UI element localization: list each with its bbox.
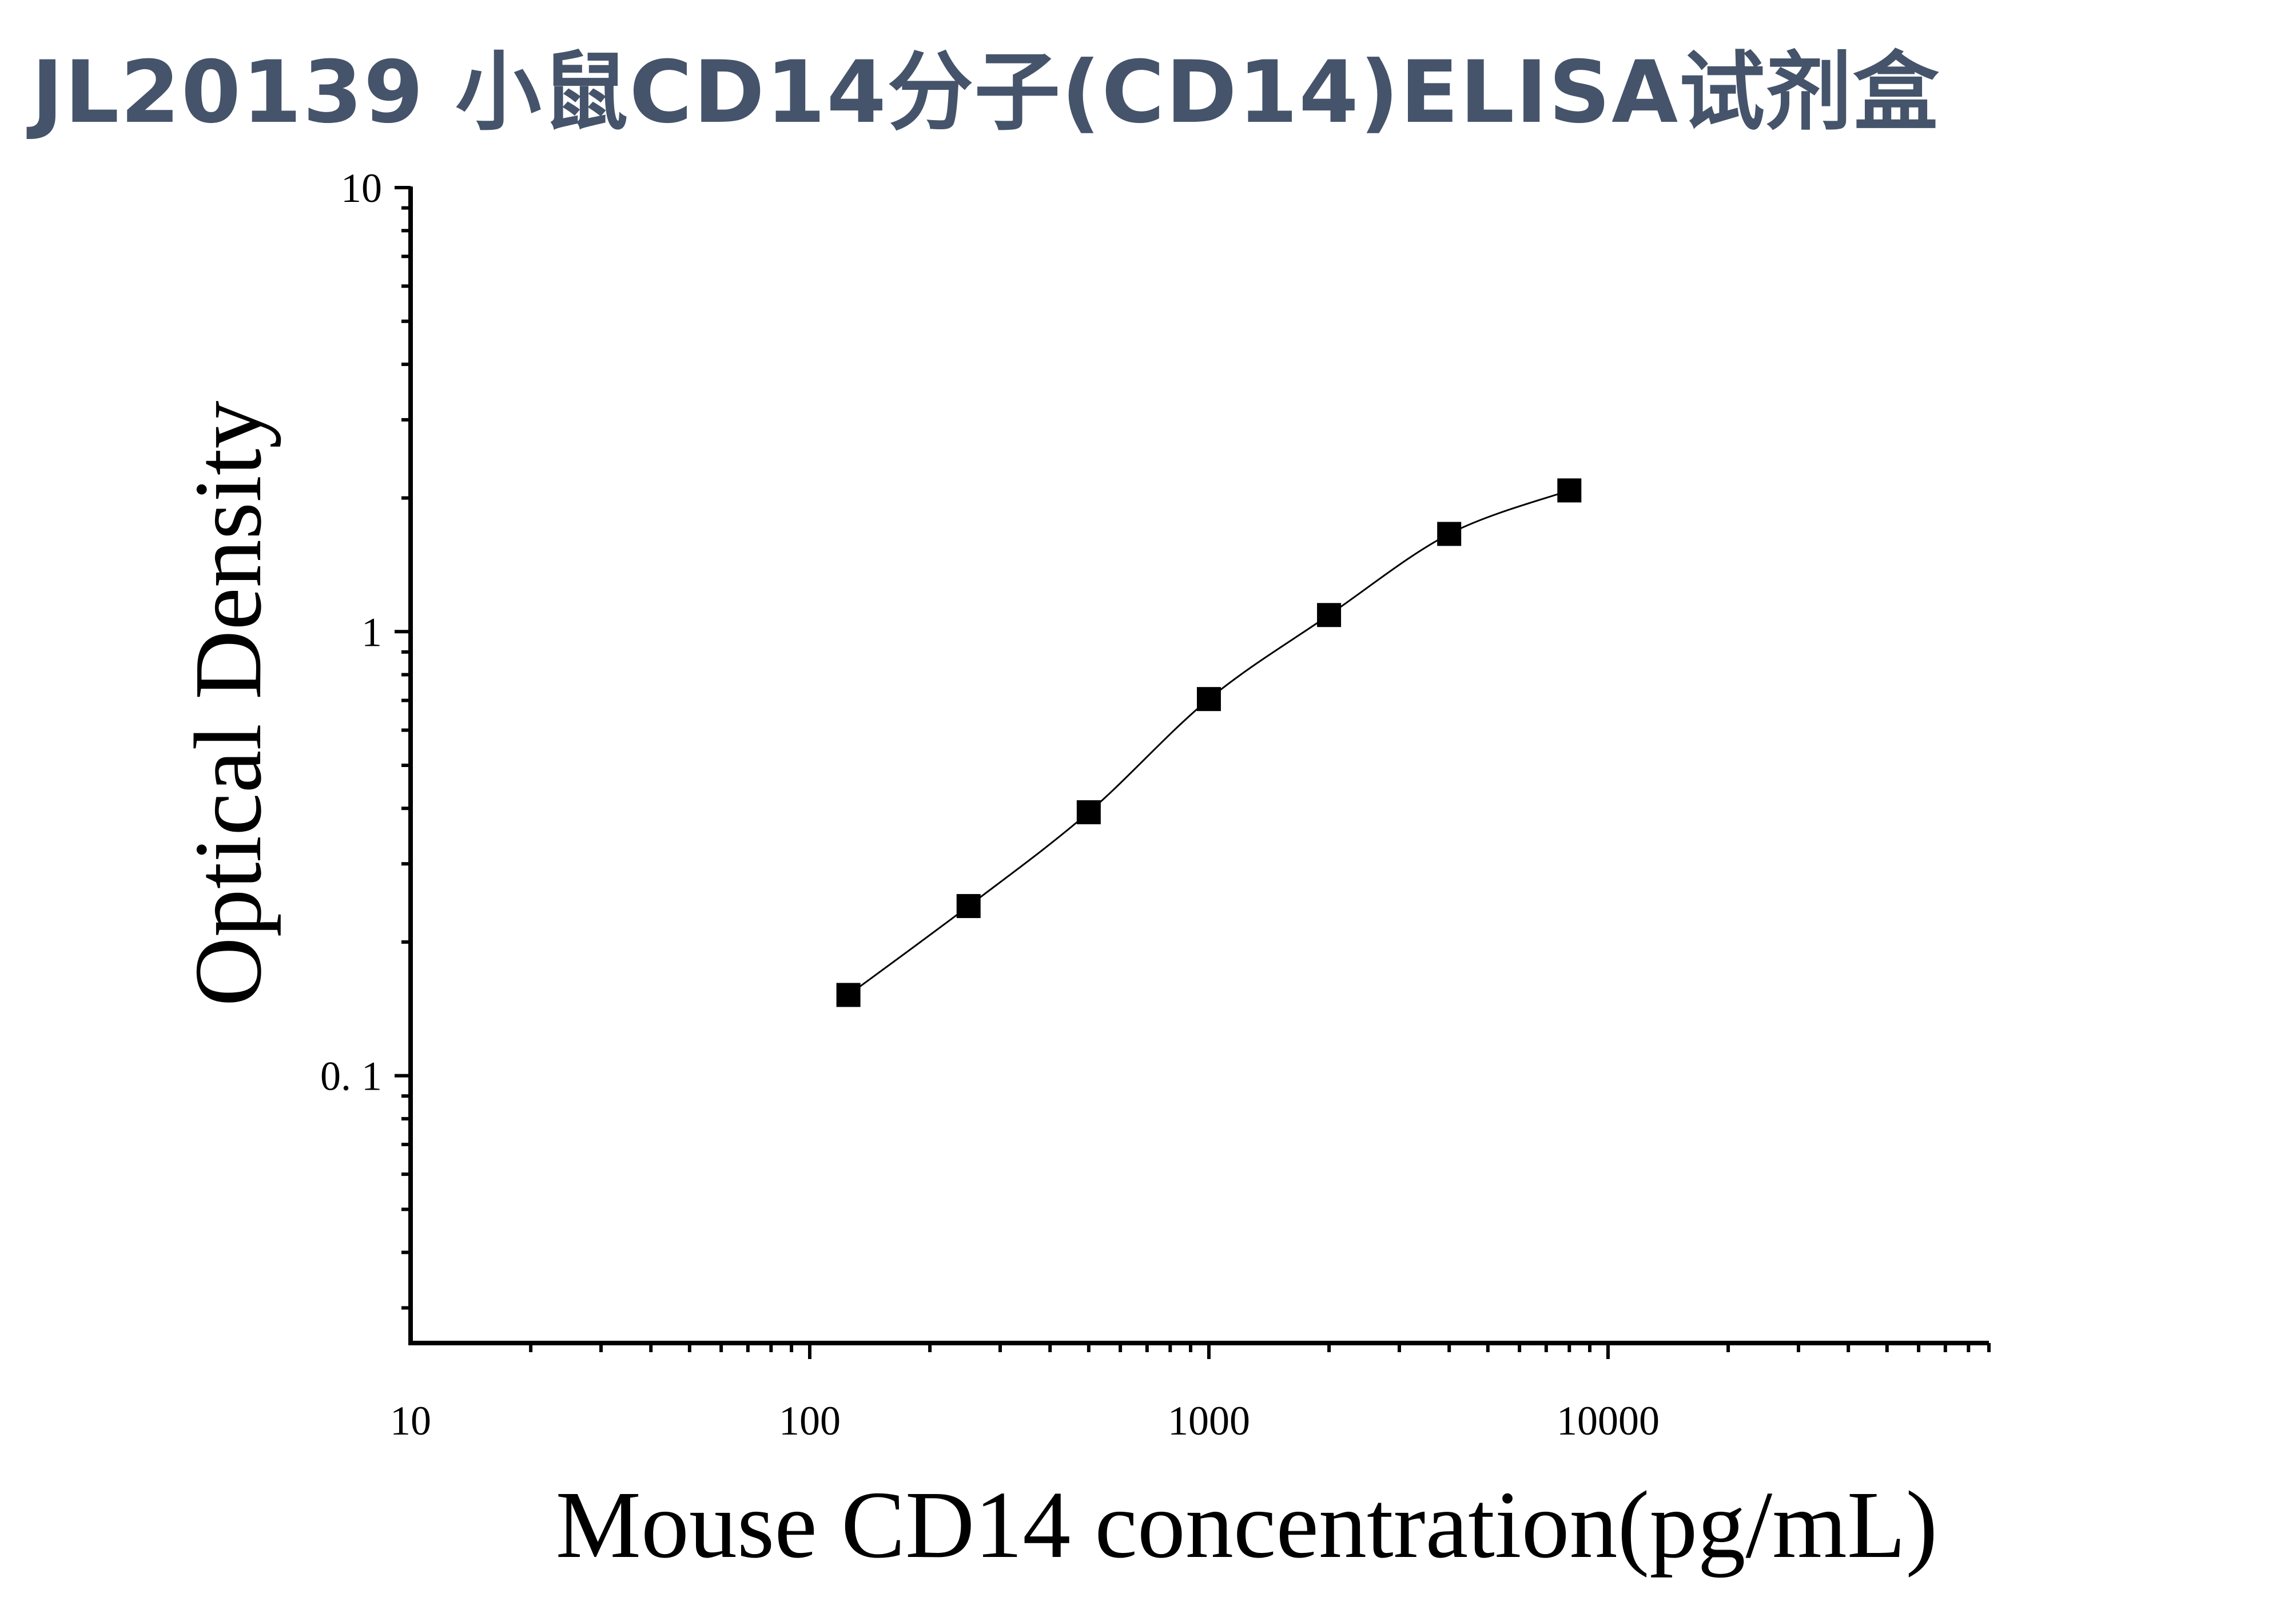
data-point (836, 983, 861, 1007)
x-tick-label: 10000 (1557, 1398, 1660, 1444)
data-point (956, 894, 981, 919)
x-tick-label: 100 (779, 1398, 841, 1444)
data-points (836, 478, 1582, 1007)
x-axis-title: Mouse CD14 concentration(pg/mL) (556, 1472, 1938, 1578)
tick-labels: 10 100 1000 10000 0. 1 1 10 (320, 165, 1660, 1444)
data-point (1557, 478, 1582, 503)
y-tick-label: 0. 1 (320, 1054, 382, 1099)
fit-curve (847, 489, 1570, 996)
data-point (1196, 687, 1221, 712)
page-title: JL20139 小鼠CD14分子(CD14)ELISA试剂盒 (31, 43, 1940, 142)
data-point (1317, 603, 1342, 627)
fit-curve-line (847, 489, 1570, 996)
data-point (1437, 522, 1462, 546)
x-tick-label: 10 (390, 1398, 431, 1444)
axis-ticks (395, 186, 1991, 1359)
y-tick-label: 10 (341, 165, 382, 211)
y-tick-label: 1 (361, 609, 382, 655)
data-point (1076, 800, 1101, 825)
axes (408, 186, 1989, 1345)
y-axis-title: Optical Density (175, 400, 281, 1006)
x-tick-label: 1000 (1168, 1398, 1250, 1444)
